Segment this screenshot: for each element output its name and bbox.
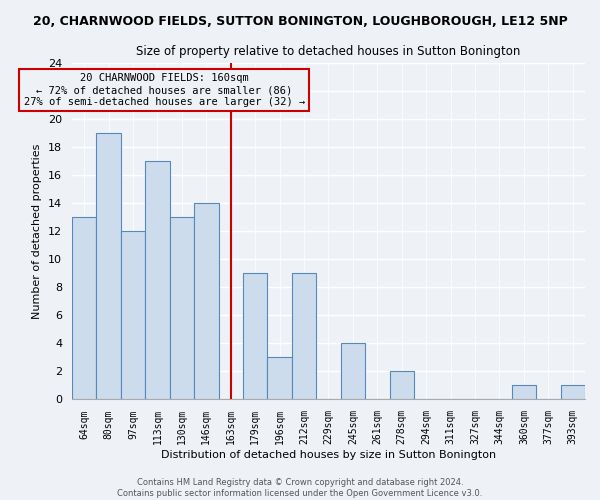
Bar <box>560 386 585 400</box>
Text: Contains HM Land Registry data © Crown copyright and database right 2024.
Contai: Contains HM Land Registry data © Crown c… <box>118 478 482 498</box>
Bar <box>512 386 536 400</box>
Bar <box>72 218 97 400</box>
Bar <box>145 162 170 400</box>
Text: 20 CHARNWOOD FIELDS: 160sqm
← 72% of detached houses are smaller (86)
27% of sem: 20 CHARNWOOD FIELDS: 160sqm ← 72% of det… <box>23 74 305 106</box>
Bar <box>194 204 218 400</box>
Text: 20, CHARNWOOD FIELDS, SUTTON BONINGTON, LOUGHBOROUGH, LE12 5NP: 20, CHARNWOOD FIELDS, SUTTON BONINGTON, … <box>32 15 568 28</box>
Bar <box>97 134 121 400</box>
Bar <box>341 344 365 400</box>
Bar <box>389 372 414 400</box>
X-axis label: Distribution of detached houses by size in Sutton Bonington: Distribution of detached houses by size … <box>161 450 496 460</box>
Bar <box>268 358 292 400</box>
Bar <box>243 274 268 400</box>
Bar <box>170 218 194 400</box>
Bar <box>292 274 316 400</box>
Y-axis label: Number of detached properties: Number of detached properties <box>32 144 43 319</box>
Title: Size of property relative to detached houses in Sutton Bonington: Size of property relative to detached ho… <box>136 45 521 58</box>
Bar <box>121 232 145 400</box>
